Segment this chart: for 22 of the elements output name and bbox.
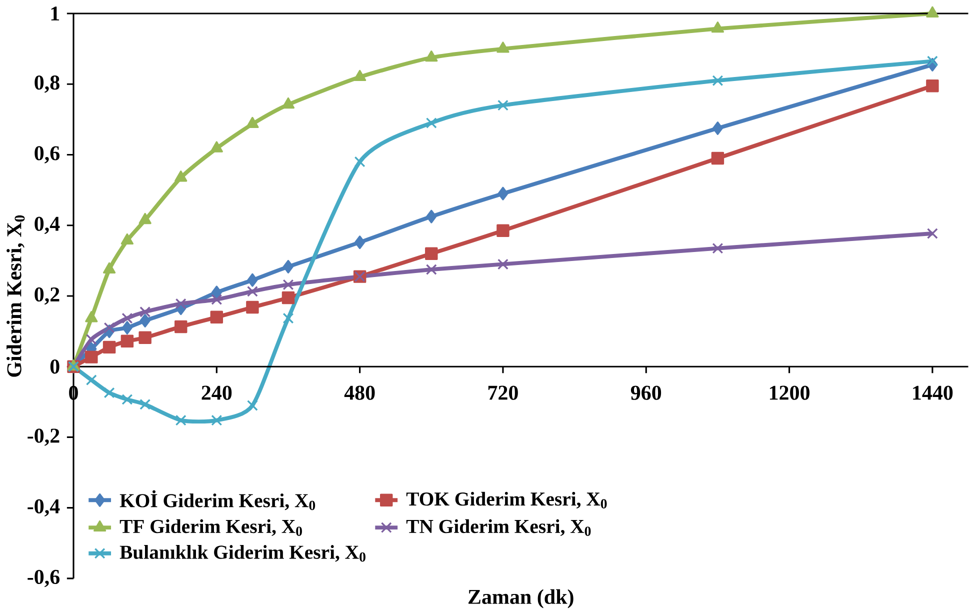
legend-label: TN Giderim Kesri, X$_{0}$ — [406, 519, 591, 536]
x-tick-label: 960 — [630, 386, 662, 400]
legend-label: KOİ Giderim Kesri, X$_{0}$ — [120, 490, 316, 510]
x-tick-label: 480 — [344, 386, 375, 400]
legend-label: TF Giderim Kesri, X$_{0}$ — [120, 519, 302, 536]
x-tick-label: 720 — [488, 386, 518, 400]
y-tick-label: 0,2 — [34, 287, 60, 305]
x-tick-label: 1440 — [913, 386, 953, 400]
y-tick-label: 0,8 — [34, 76, 60, 93]
legend-label: Bulanıklık Giderim Kesri, X$_{0}$ — [120, 545, 366, 562]
x-tick-label: 1200 — [770, 386, 810, 400]
y-tick-label: 0,4 — [34, 216, 60, 234]
x-tick-label: 240 — [202, 386, 232, 400]
y-tick-label: -0,2 — [28, 428, 60, 446]
y-tick-label: -0,4 — [28, 499, 60, 517]
y-tick-label: 0,6 — [34, 146, 60, 164]
y-tick-label: 1 — [51, 6, 60, 20]
legend-label: TOK Giderim Kesri, X$_{0}$ — [406, 492, 607, 509]
y-axis-title: Giderim Kesri, X$_{0}$ — [6, 215, 25, 377]
y-tick-label: -0,6 — [28, 570, 60, 588]
y-tick-label: 0 — [50, 360, 60, 374]
x-axis-title: Zaman (dk) — [468, 589, 574, 608]
